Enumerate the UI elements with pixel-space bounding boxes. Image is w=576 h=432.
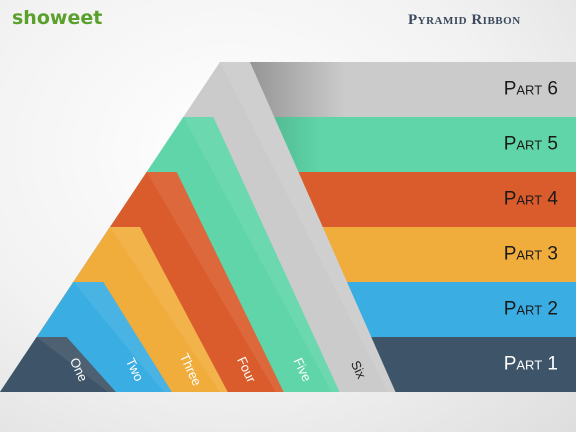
part-label: Part 5 [504,134,558,155]
strip-label: Six [348,358,369,381]
strip-edge [73,282,172,392]
ribbon-strip [0,337,116,392]
strip-edge [146,172,284,392]
part-label: Part 6 [504,79,558,100]
strip-edge [183,117,340,392]
strip-edge [220,62,396,392]
band-shade [220,62,576,117]
strip-edge [36,337,116,392]
slide-title: Pyramid Ribbon [408,12,521,28]
part-label: Part 4 [504,189,559,210]
strip-edge [110,227,228,392]
part-label: Part 2 [504,299,558,320]
part-label: Part 3 [504,244,558,265]
logo: showeet [12,7,102,29]
part-label: Part 1 [504,354,558,375]
